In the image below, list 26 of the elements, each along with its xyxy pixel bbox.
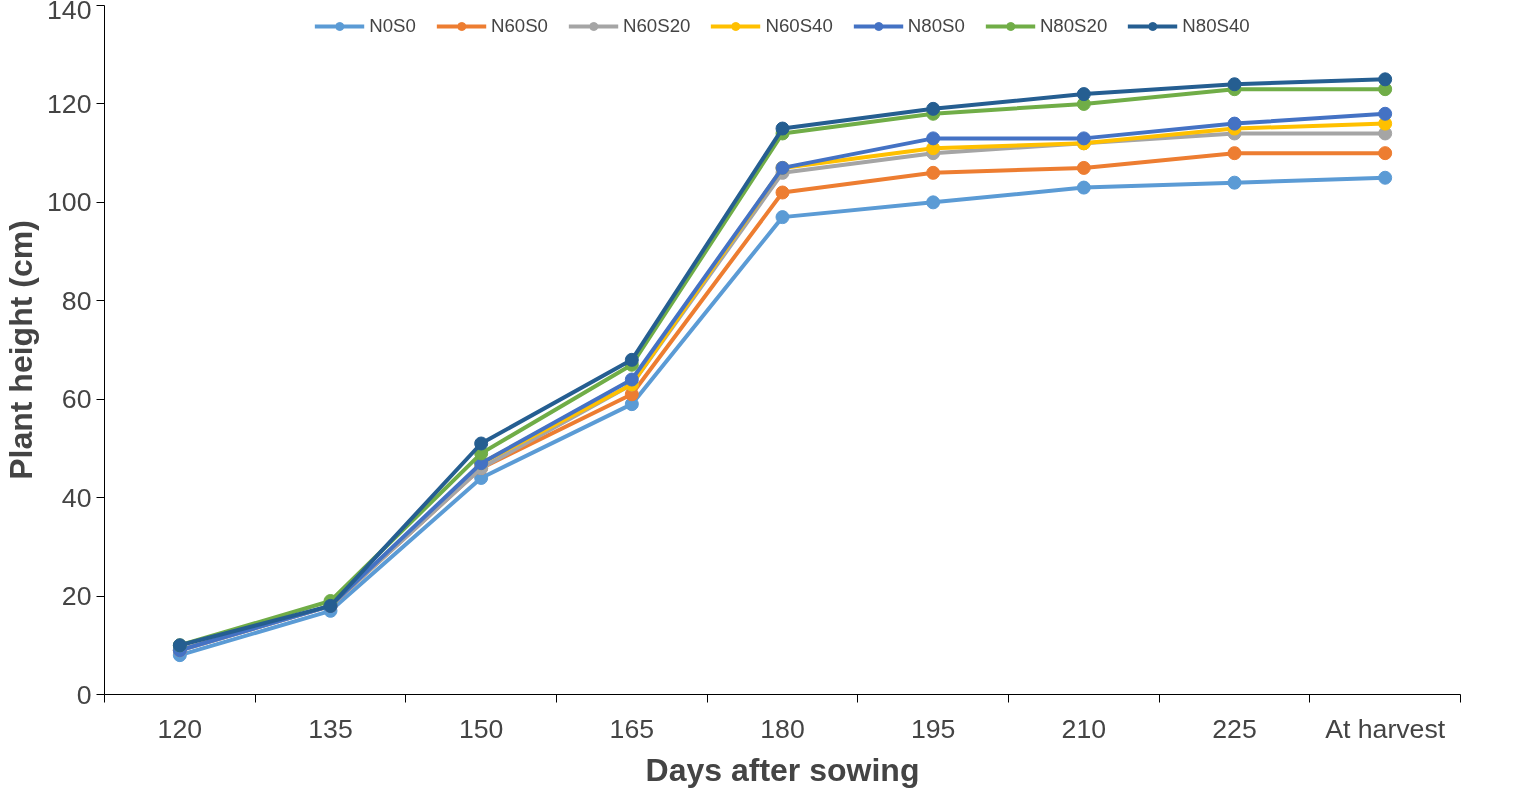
legend-label: N80S20 xyxy=(1039,15,1108,37)
x-tick-label: 150 xyxy=(458,713,504,744)
y-tick-label: 0 xyxy=(76,679,92,710)
x-tick-label: At harvest xyxy=(1325,713,1446,744)
y-axis-title: Plant height (cm) xyxy=(3,220,40,480)
legend-label: N80S40 xyxy=(1182,15,1250,37)
x-tick-label: 210 xyxy=(1061,713,1107,744)
x-tick-label: 120 xyxy=(157,713,203,744)
x-tick-label: 135 xyxy=(308,713,353,744)
x-axis-title: Days after sowing xyxy=(645,751,920,788)
legend-label: N0S0 xyxy=(369,15,416,37)
legend-label: N80S0 xyxy=(907,15,965,37)
x-tick-label: 180 xyxy=(760,713,805,744)
y-tick-label: 140 xyxy=(47,0,92,25)
y-tick-label: 40 xyxy=(61,482,92,513)
x-tick-label: 225 xyxy=(1212,713,1257,744)
legend-label: N60S0 xyxy=(490,15,548,37)
legend-label: N60S40 xyxy=(765,15,833,37)
y-tick-label: 80 xyxy=(61,285,92,316)
y-tick-label: 20 xyxy=(61,581,92,612)
y-tick-label: 120 xyxy=(47,88,92,119)
y-tick-label: 100 xyxy=(47,187,92,218)
legend-label: N60S20 xyxy=(622,15,691,37)
y-tick-label: 60 xyxy=(61,384,92,415)
x-tick-label: 165 xyxy=(609,713,655,744)
x-tick-label: 195 xyxy=(910,713,956,744)
